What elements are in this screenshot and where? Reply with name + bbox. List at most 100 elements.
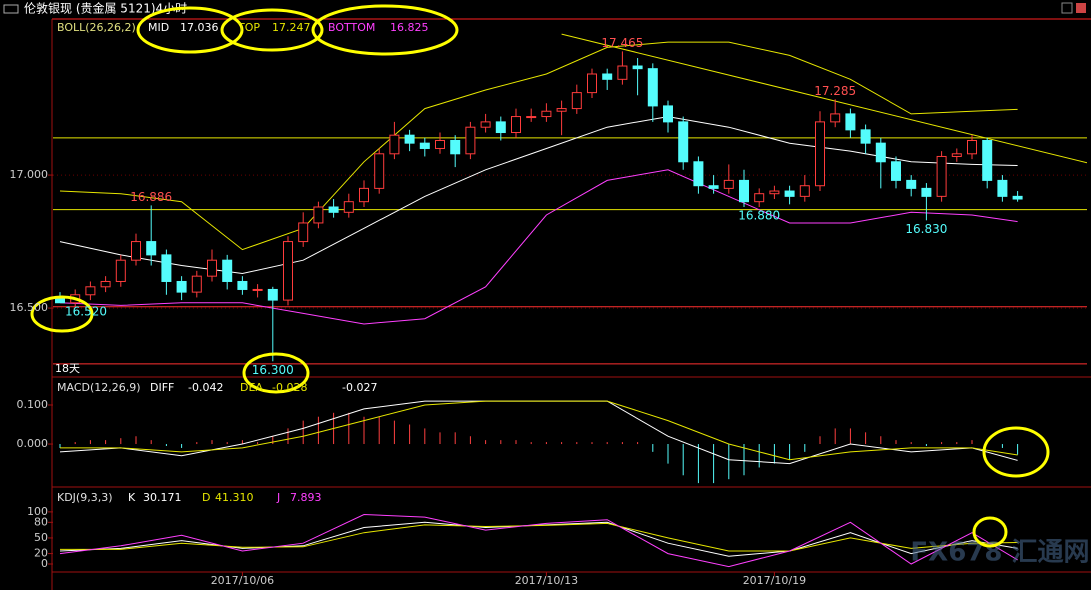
legend-value: 17.247 [272,21,311,34]
candle-body [222,259,233,282]
candle-body [146,241,157,256]
highlight-circle [242,352,310,394]
y-tick-label: 0 [41,557,48,570]
price-annotation: 16.880 [738,208,780,222]
candle-body [450,139,461,155]
candle-body [951,153,962,157]
window-icon[interactable] [3,4,19,14]
legend-value: -0.028 [272,381,307,394]
candle-body [495,121,506,134]
legend-value: 7.893 [290,491,322,504]
y-tick-label: 80 [34,515,48,528]
candle-body [343,201,354,213]
candle-body [191,275,202,293]
legend-value: 30.171 [143,491,182,504]
candle-body [617,65,628,80]
candle-body [115,259,126,282]
y-tick-label: 16.500 [10,301,49,314]
candle-body [602,73,613,80]
legend-value: 17.036 [180,21,219,34]
period-note: 18天 [55,362,80,375]
candle-body [100,280,111,288]
candle-body [511,116,521,134]
boll-line [59,41,1018,251]
candle-body [556,108,567,112]
legend-name: J [276,491,280,504]
candle-body [298,222,309,243]
candle-body [313,206,324,224]
price-annotation: 16.830 [905,222,947,236]
candle-body [419,142,430,149]
candle-body [207,259,217,277]
candle-body [571,92,582,110]
y-tick-label: 20 [34,547,48,560]
kdj-line [60,522,1018,552]
candle-body [875,142,886,163]
candle-body [739,179,749,203]
macd-line [60,400,1018,461]
price-annotation: 16.886 [130,190,172,204]
candle-body [982,139,993,181]
legend-value: 16.825 [390,21,429,34]
candle-body [404,134,415,144]
highlight-circle [982,426,1050,478]
kdj-line [59,521,1018,557]
candle-body [967,139,977,155]
plot-area [53,33,1087,568]
y-tick-label: 17.000 [10,168,49,181]
price-annotation: 17.465 [601,36,643,50]
close-button[interactable] [1076,3,1086,13]
candle-body [359,187,369,203]
candle-body [708,185,719,189]
y-tick-label: 100 [27,505,48,518]
candle-body [374,153,385,189]
candle-body [799,185,810,197]
candle-body [891,161,901,181]
legend-name: D [202,491,210,504]
macd-line [59,400,1018,465]
candle-body [237,280,248,290]
restore-button[interactable] [1061,2,1073,14]
candle-body [815,121,825,187]
candle-body [769,190,780,195]
candle-body [526,116,537,119]
x-tick-label: 2017/10/19 [743,574,806,587]
y-tick-label: 0.100 [17,398,49,411]
trend-line [561,33,1087,164]
candle-body [283,241,293,301]
candle-body [161,254,172,282]
indicator-name: KDJ(9,3,3) [57,491,113,504]
candle-body [465,126,476,155]
candle-body [663,105,673,123]
candle-body [921,187,932,197]
candle-body [860,129,871,144]
candle-body [632,65,643,70]
highlight-circle [311,4,459,56]
highlight-circle [30,295,94,333]
candle-body [267,288,278,301]
candle-body [906,179,917,189]
candle-body [131,241,141,261]
highlight-circle [220,8,324,52]
candle-body [784,190,795,197]
x-tick-label: 2017/10/06 [211,574,274,587]
legend-value: -0.042 [188,381,223,394]
legend-name: DIFF [150,381,174,394]
indicator-name: MACD(12,26,9) [57,381,141,394]
x-tick-label: 2017/10/13 [515,574,578,587]
legend-value: -0.027 [342,381,377,394]
legend-name: DEA [240,381,263,394]
y-tick-label: 50 [34,531,48,544]
candle-body [85,286,96,296]
candle-body [435,139,445,149]
candle-body [328,206,339,213]
highlight-circle [136,6,244,54]
candle-body [830,113,841,123]
candle-body [678,121,689,163]
candle-body [754,193,765,203]
candle-body [176,280,187,293]
candle-body [480,121,491,128]
candle-body [997,179,1008,197]
candle-body [252,288,263,291]
